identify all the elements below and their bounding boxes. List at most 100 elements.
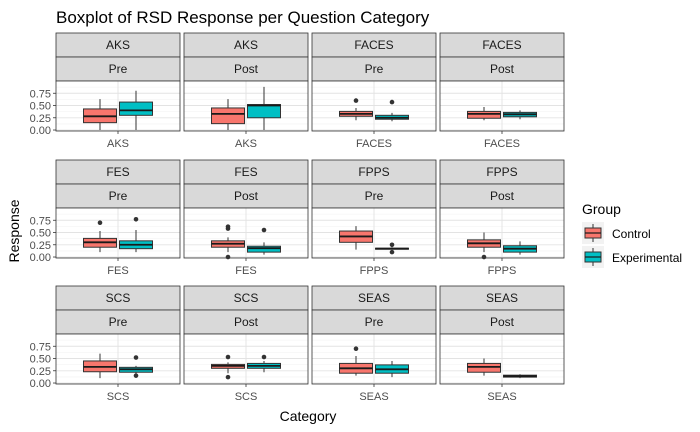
facet-panel-scs-pre: SCS Pre SCS 0.000.250.500.75 [30, 285, 181, 403]
facet-panel-faces-pre: FACES Pre FACES [311, 32, 437, 150]
box-control [83, 353, 117, 379]
strip-time [183, 183, 309, 209]
strip-time-label: Pre [109, 315, 128, 329]
strip-time [439, 183, 565, 209]
box-experimental [503, 241, 537, 255]
box-experimental [375, 360, 409, 378]
strip-time-label: Pre [365, 62, 384, 76]
strip-time-label: Post [234, 189, 259, 203]
strip-time [55, 183, 181, 209]
x-tick-label: SCS [107, 391, 130, 403]
outlier-point [225, 254, 231, 260]
box-iqr [247, 104, 281, 119]
x-tick-label: SCS [235, 391, 258, 403]
strip-time-label: Pre [109, 62, 128, 76]
box-control [83, 220, 117, 253]
legend-label: Experimental [612, 251, 682, 265]
box-experimental [119, 90, 153, 131]
legend-title: Group [582, 201, 621, 217]
outlier-point [225, 354, 231, 360]
facet-panel-seas-post: SEAS Post SEAS [439, 285, 565, 403]
y-tick-label: 0.00 [30, 378, 51, 390]
y-tick-label: 0.25 [30, 240, 51, 252]
outlier-point [389, 242, 395, 248]
strip-category-label: FPPS [358, 165, 389, 179]
strip-category-label: AKS [234, 38, 258, 52]
box-iqr [467, 362, 501, 373]
facet-panel-seas-pre: SEAS Pre SEAS [311, 285, 437, 403]
legend-item-control: Control [582, 222, 651, 244]
box-experimental [503, 374, 537, 379]
x-tick-label: FPPS [360, 265, 389, 277]
facet-panel-aks-pre: AKS Pre AKS 0.000.250.500.75 [30, 32, 181, 150]
facet-panel-scs-post: SCS Post SCS [183, 285, 309, 403]
outlier-point [389, 99, 395, 105]
y-tick-label: 0.50 [30, 354, 51, 366]
x-tick-label: AKS [235, 138, 257, 150]
strip-category [439, 285, 565, 311]
strip-time [55, 309, 181, 335]
strip-time [55, 56, 181, 82]
box-experimental [247, 354, 281, 373]
x-tick-label: SEAS [359, 391, 388, 403]
outlier-point [225, 226, 231, 231]
y-tick-label: 0.00 [30, 252, 51, 264]
y-tick-label: 0.50 [30, 101, 51, 113]
strip-time [183, 56, 309, 82]
strip-time-label: Post [490, 62, 515, 76]
strip-time [439, 56, 565, 82]
strip-time [311, 309, 437, 335]
box-control [467, 106, 501, 121]
box-control [211, 99, 245, 131]
facet-panel-fes-post: FES Post FES [183, 159, 309, 277]
outlier-point [261, 354, 267, 360]
strip-time-label: Pre [365, 189, 384, 203]
strip-category [439, 159, 565, 185]
outlier-point [133, 216, 139, 222]
outlier-point [133, 355, 139, 360]
strip-time-label: Post [234, 62, 259, 76]
outlier-point [353, 98, 359, 103]
strip-time-label: Pre [109, 189, 128, 203]
box-experimental [375, 99, 409, 122]
outlier-point [389, 249, 395, 255]
legend: Group Control Experimental [582, 201, 682, 268]
x-tick-label: FACES [356, 138, 392, 150]
facet-panel-fpps-pre: FPPS Pre FPPS [311, 159, 437, 277]
x-tick-label: FACES [484, 138, 520, 150]
strip-time [311, 183, 437, 209]
strip-time [311, 56, 437, 82]
y-tick-label: 0.25 [30, 366, 51, 378]
outlier-point [353, 346, 359, 352]
box-experimental [375, 242, 409, 255]
y-tick-label: 0.00 [30, 125, 51, 137]
facet-panel-fpps-post: FPPS Post FPPS [439, 159, 565, 277]
y-tick-label: 0.75 [30, 341, 51, 353]
y-tick-label: 0.50 [30, 228, 51, 240]
box-control [467, 358, 501, 376]
legend-item-experimental: Experimental [582, 246, 682, 268]
box-experimental [247, 86, 281, 131]
outlier-point [225, 374, 231, 380]
strip-category-label: FPPS [486, 165, 517, 179]
outlier-point [133, 373, 139, 378]
outlier-point [97, 220, 103, 226]
strip-category [311, 159, 437, 185]
x-tick-label: SEAS [487, 391, 516, 403]
box-control [211, 354, 245, 380]
strip-category [55, 285, 181, 311]
box-experimental [119, 216, 153, 253]
y-axis-title: Response [6, 199, 22, 262]
strip-category [55, 32, 181, 58]
facet-panel-fes-pre: FES Pre FES 0.000.250.500.75 [30, 159, 181, 277]
strip-category-label: SEAS [486, 291, 518, 305]
y-tick-label: 0.75 [30, 215, 51, 227]
strip-time [439, 309, 565, 335]
x-tick-label: FPPS [488, 265, 517, 277]
box-control [83, 99, 117, 131]
strip-time-label: Post [234, 315, 259, 329]
strip-category-label: FACES [354, 38, 393, 52]
strip-category-label: SCS [234, 291, 259, 305]
